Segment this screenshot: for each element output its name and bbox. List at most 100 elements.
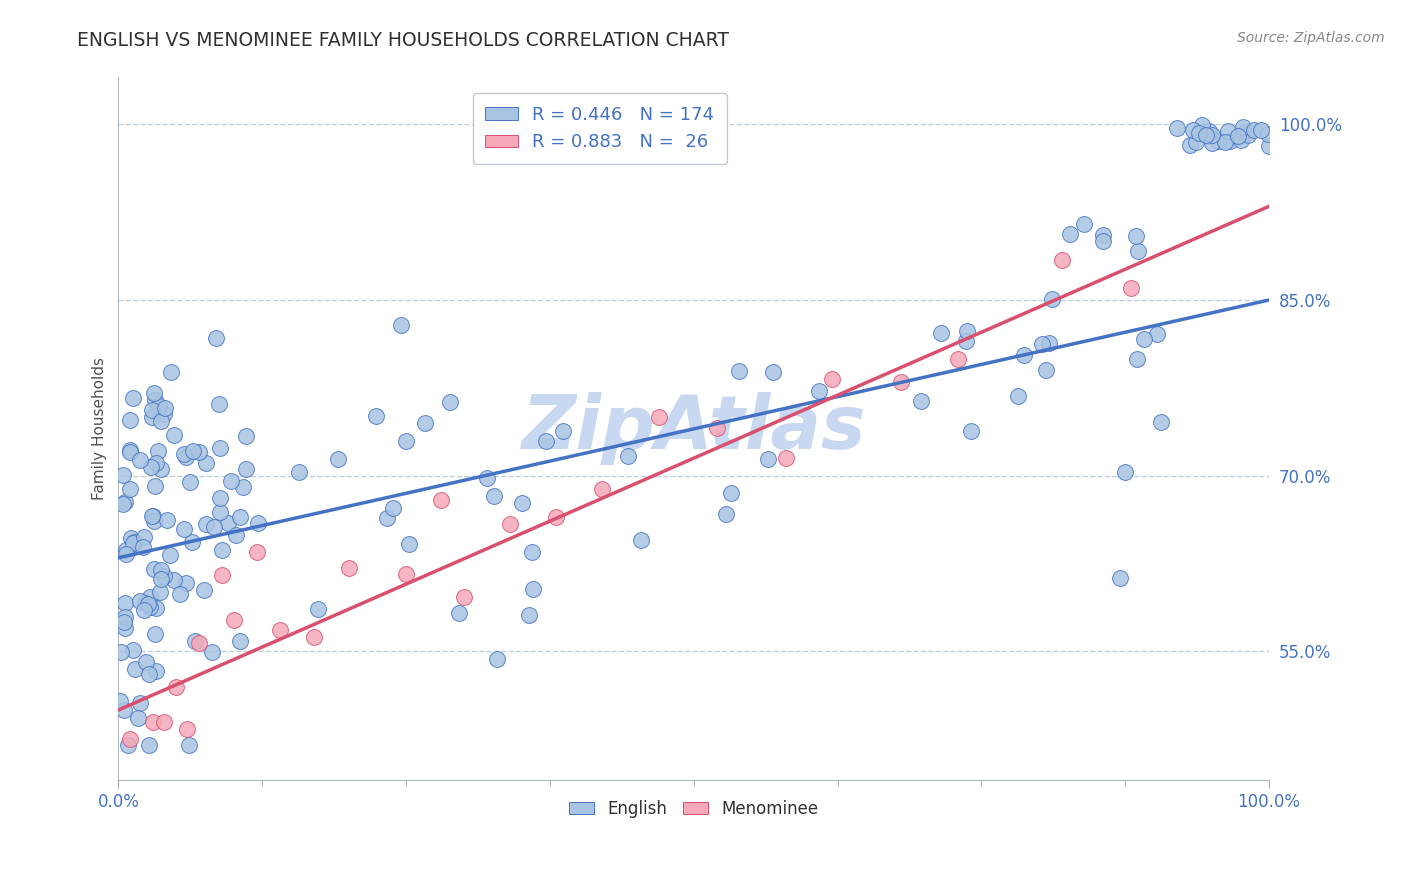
Point: [229, 633, 252, 648]
Point: [1181, 123, 1204, 137]
Point: [139, 460, 162, 475]
Point: [211, 568, 233, 582]
Point: [120, 445, 142, 459]
Point: [235, 428, 257, 442]
Point: [245, 545, 267, 559]
Point: [115, 547, 138, 561]
Point: [1243, 122, 1265, 136]
Point: [775, 451, 797, 466]
Point: [163, 573, 186, 587]
Point: [1219, 134, 1241, 148]
Point: [959, 424, 981, 438]
Point: [117, 738, 139, 752]
Point: [134, 596, 156, 610]
Y-axis label: Family Households: Family Households: [93, 358, 107, 500]
Point: [269, 623, 291, 637]
Point: [395, 434, 418, 448]
Point: [145, 664, 167, 678]
Point: [1257, 139, 1279, 153]
Point: [228, 510, 250, 524]
Point: [453, 590, 475, 604]
Point: [544, 510, 567, 524]
Point: [948, 351, 970, 366]
Point: [398, 537, 420, 551]
Point: [727, 363, 749, 377]
Point: [1216, 124, 1239, 138]
Point: [520, 545, 543, 559]
Point: [1178, 138, 1201, 153]
Point: [1213, 135, 1236, 149]
Point: [1119, 281, 1142, 295]
Point: [208, 397, 231, 411]
Point: [204, 331, 226, 345]
Point: [179, 475, 201, 490]
Point: [1092, 228, 1115, 243]
Point: [169, 587, 191, 601]
Point: [145, 456, 167, 470]
Point: [756, 452, 779, 467]
Point: [114, 596, 136, 610]
Point: [217, 516, 239, 531]
Point: [475, 470, 498, 484]
Point: [114, 495, 136, 509]
Point: [225, 528, 247, 542]
Point: [617, 449, 640, 463]
Point: [1108, 571, 1130, 585]
Point: [114, 609, 136, 624]
Point: [129, 696, 152, 710]
Point: [382, 500, 405, 515]
Point: [181, 443, 204, 458]
Point: [134, 530, 156, 544]
Point: [1233, 125, 1256, 139]
Point: [1038, 336, 1060, 351]
Point: [122, 536, 145, 550]
Point: [141, 509, 163, 524]
Point: [124, 662, 146, 676]
Point: [1195, 128, 1218, 143]
Text: ENGLISH VS MENOMINEE FAMILY HOUSEHOLDS CORRELATION CHART: ENGLISH VS MENOMINEE FAMILY HOUSEHOLDS C…: [77, 31, 730, 50]
Point: [177, 738, 200, 752]
Point: [111, 497, 134, 511]
Point: [181, 535, 204, 549]
Point: [1125, 228, 1147, 243]
Point: [1007, 388, 1029, 402]
Point: [1092, 235, 1115, 249]
Point: [307, 601, 329, 615]
Point: [142, 509, 165, 524]
Point: [120, 442, 142, 457]
Text: Source: ZipAtlas.com: Source: ZipAtlas.com: [1237, 31, 1385, 45]
Point: [163, 427, 186, 442]
Point: [1201, 136, 1223, 150]
Point: [138, 599, 160, 614]
Point: [195, 517, 218, 532]
Point: [122, 391, 145, 405]
Point: [395, 566, 418, 581]
Point: [141, 409, 163, 424]
Point: [110, 645, 132, 659]
Point: [328, 451, 350, 466]
Point: [143, 562, 166, 576]
Point: [149, 584, 172, 599]
Point: [141, 402, 163, 417]
Point: [439, 394, 461, 409]
Point: [1232, 120, 1254, 134]
Point: [1126, 244, 1149, 259]
Point: [122, 534, 145, 549]
Point: [821, 372, 844, 386]
Point: [337, 561, 360, 575]
Point: [122, 536, 145, 550]
Point: [1191, 118, 1213, 132]
Point: [1059, 227, 1081, 241]
Point: [389, 318, 412, 332]
Point: [1031, 336, 1053, 351]
Point: [1133, 332, 1156, 346]
Legend: English, Menominee: English, Menominee: [562, 793, 825, 825]
Point: [153, 569, 176, 583]
Point: [149, 563, 172, 577]
Point: [510, 496, 533, 510]
Point: [413, 416, 436, 430]
Point: [955, 334, 977, 348]
Point: [1236, 128, 1258, 142]
Point: [648, 410, 671, 425]
Point: [429, 493, 451, 508]
